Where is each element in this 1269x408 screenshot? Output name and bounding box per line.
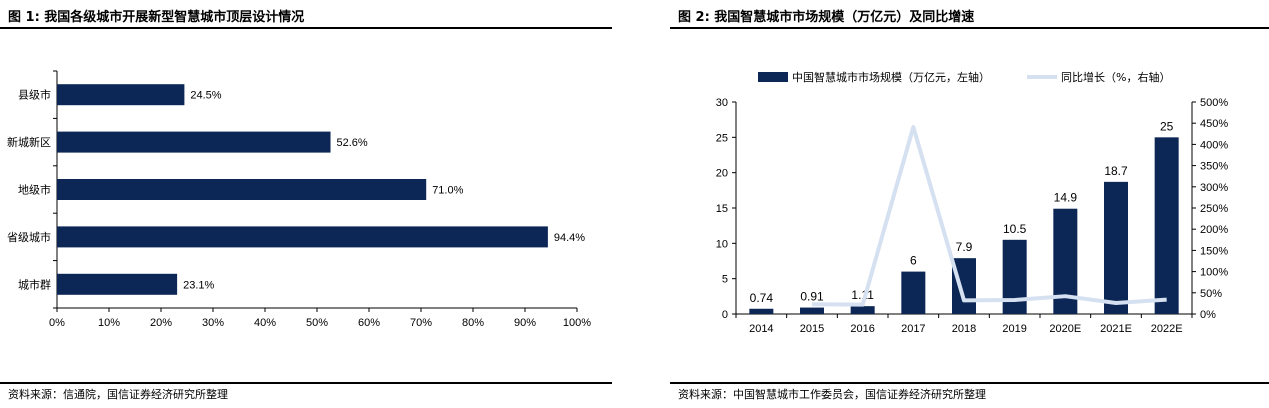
x-tick-label: 10% bbox=[98, 317, 120, 329]
figure-1-top-rule bbox=[0, 27, 612, 29]
bar-value-label: 14.9 bbox=[1054, 191, 1078, 205]
bar-value-label: 0.74 bbox=[750, 291, 774, 305]
bar bbox=[57, 273, 178, 295]
bar-value-label: 52.6% bbox=[337, 137, 368, 149]
right-y-tick-label: 150% bbox=[1200, 245, 1228, 257]
bar-value-label: 94.4% bbox=[554, 232, 585, 244]
right-y-tick-label: 100% bbox=[1200, 267, 1228, 279]
legend-label-line: 同比增长（%，右轴） bbox=[1061, 70, 1170, 84]
left-y-tick-label: 0 bbox=[722, 309, 728, 321]
x-tick-label: 60% bbox=[358, 317, 380, 329]
right-y-tick-label: 50% bbox=[1200, 288, 1222, 300]
bar-value-label: 18.7 bbox=[1104, 164, 1128, 178]
x-tick-label: 2016 bbox=[850, 323, 874, 335]
legend-label-bar: 中国智慧城市市场规模（万亿元，左轴） bbox=[792, 70, 990, 84]
x-tick-label: 2017 bbox=[901, 323, 925, 335]
growth-line bbox=[811, 125, 1167, 307]
figure-2-panel: 图 2: 我国智慧城市市场规模（万亿元）及同比增速 中国智慧城市市场规模（万亿元… bbox=[670, 0, 1269, 408]
right-y-tick-label: 450% bbox=[1200, 118, 1228, 130]
category-label: 县级市 bbox=[18, 88, 51, 102]
right-y-tick-label: 200% bbox=[1200, 224, 1228, 236]
x-tick-label: 2015 bbox=[800, 323, 824, 335]
figure-1-bottom-rule bbox=[0, 382, 612, 384]
right-y-tick-label: 500% bbox=[1200, 97, 1228, 109]
bar-value-label: 24.5% bbox=[190, 90, 221, 102]
left-y-tick-label: 5 bbox=[722, 274, 728, 286]
bar bbox=[749, 308, 774, 314]
figure-2-top-rule bbox=[670, 27, 1269, 29]
bar bbox=[57, 84, 185, 106]
x-tick-label: 2022E bbox=[1151, 323, 1183, 335]
category-label: 省级城市 bbox=[7, 230, 51, 244]
bar-value-label: 23.1% bbox=[183, 279, 214, 291]
bar bbox=[1002, 239, 1027, 314]
left-y-tick-label: 15 bbox=[716, 203, 728, 215]
x-tick-label: 2020E bbox=[1049, 323, 1081, 335]
figure-2-source: 资料来源：中国智慧城市工作委员会，国信证券经济研究所整理 bbox=[678, 388, 986, 401]
x-tick-label: 2019 bbox=[1002, 323, 1026, 335]
right-y-tick-label: 0% bbox=[1200, 309, 1216, 321]
bar-value-label: 6 bbox=[910, 254, 917, 268]
x-tick-label: 30% bbox=[202, 317, 224, 329]
x-tick-label: 2021E bbox=[1100, 323, 1132, 335]
left-y-tick-label: 25 bbox=[716, 132, 728, 144]
x-tick-label: 70% bbox=[410, 317, 432, 329]
bar bbox=[57, 179, 427, 200]
left-y-tick-label: 20 bbox=[716, 168, 728, 180]
bar bbox=[800, 307, 824, 314]
figure-2-bottom-rule bbox=[670, 382, 1269, 384]
right-y-tick-label: 400% bbox=[1200, 139, 1228, 151]
x-tick-label: 40% bbox=[254, 317, 276, 329]
figure-1-source: 资料来源：信通院，国信证券经济研究所整理 bbox=[8, 388, 228, 401]
x-tick-label: 0% bbox=[49, 317, 65, 329]
figure-1-chart: 0% 10% 20% 30% 40% 50% 60% 70% 80% 90% 100% 县级市 24.5… bbox=[7, 70, 591, 329]
figure-1-panel: 图 1: 我国各级城市开展新型智慧城市顶层设计情况 0% 10% 20% 30% 40%… bbox=[0, 0, 612, 408]
x-tick-label: 50% bbox=[306, 317, 328, 329]
x-tick-label: 2014 bbox=[749, 323, 773, 335]
x-tick-label: 100% bbox=[563, 317, 591, 329]
bar bbox=[1104, 181, 1128, 314]
category-label: 城市群 bbox=[18, 277, 51, 291]
left-y-tick-label: 30 bbox=[716, 97, 728, 109]
bar-value-label: 1.11 bbox=[851, 288, 874, 302]
category-label: 新城新区 bbox=[7, 135, 51, 149]
figure-1-title: 图 1: 我国各级城市开展新型智慧城市顶层设计情况 bbox=[8, 10, 305, 25]
bar bbox=[850, 306, 875, 314]
bar-value-label: 10.5 bbox=[1003, 222, 1027, 236]
category-label: 地级市 bbox=[18, 183, 51, 197]
figure-2-title: 图 2: 我国智慧城市市场规模（万亿元）及同比增速 bbox=[678, 10, 975, 25]
left-y-tick-label: 10 bbox=[716, 238, 728, 250]
x-tick-label: 2018 bbox=[952, 323, 976, 335]
bar bbox=[1154, 137, 1179, 314]
right-y-tick-label: 300% bbox=[1200, 182, 1228, 194]
bar-value-label: 25 bbox=[1160, 119, 1174, 133]
bar bbox=[57, 226, 548, 248]
bar bbox=[901, 271, 926, 314]
bar-value-label: 7.9 bbox=[956, 240, 973, 254]
right-y-tick-label: 350% bbox=[1200, 161, 1228, 173]
x-tick-label: 20% bbox=[150, 317, 172, 329]
bar-value-label: 0.91 bbox=[800, 290, 824, 304]
right-y-tick-label: 250% bbox=[1200, 203, 1228, 215]
bar-value-label: 71.0% bbox=[432, 185, 463, 197]
legend-swatch-bar bbox=[758, 72, 788, 82]
x-tick-label: 90% bbox=[514, 317, 536, 329]
figure-2-chart: 中国智慧城市市场规模（万亿元，左轴） 同比增长（%，右轴） 0 5 10 15 20 25 30… bbox=[716, 70, 1229, 335]
bar bbox=[57, 131, 331, 153]
x-tick-label: 80% bbox=[462, 317, 484, 329]
